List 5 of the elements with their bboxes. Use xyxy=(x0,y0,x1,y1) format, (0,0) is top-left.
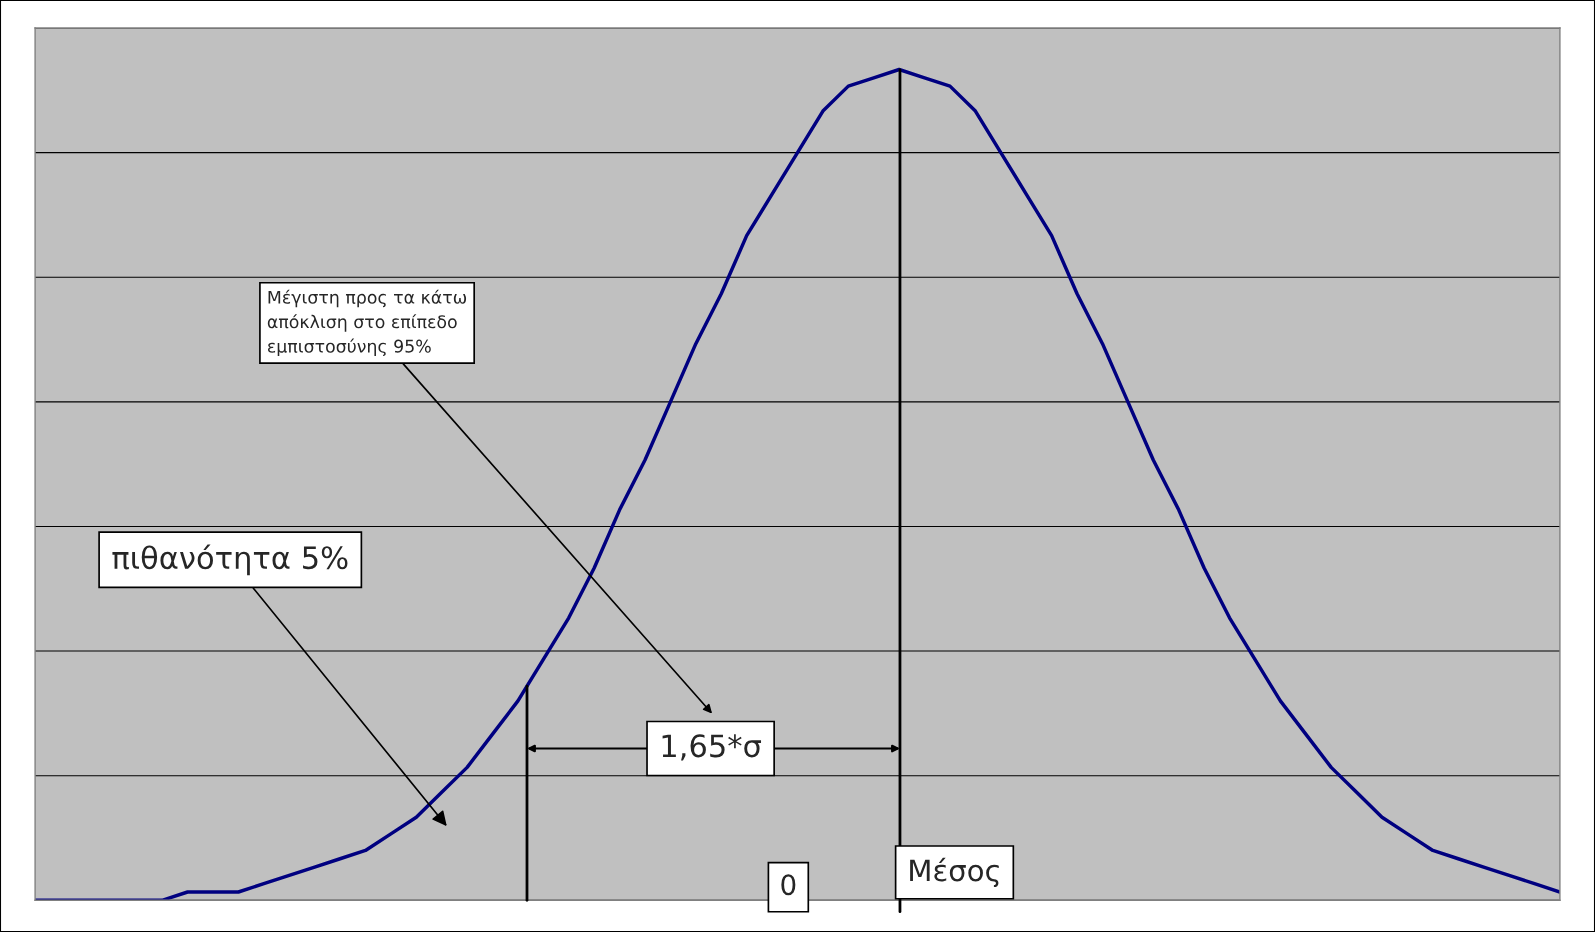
annotation: πιθανότητα 5% xyxy=(112,544,348,576)
annotation: Μέσος xyxy=(910,857,999,888)
annotation: 0 xyxy=(781,874,796,896)
annotation: Μέγιστη προς τα κάτω απόκλιση στο επίπεδο εμπιστοσύνης 95% xyxy=(267,289,467,357)
annotation: 1,65*σ xyxy=(662,734,762,761)
